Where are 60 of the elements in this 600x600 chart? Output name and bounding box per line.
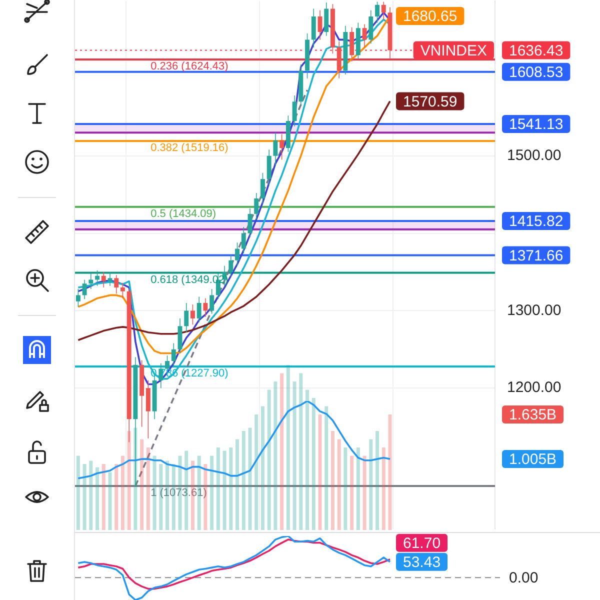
- bar: [114, 464, 118, 530]
- y-tick-label: 1200.00: [507, 379, 562, 396]
- bar: [82, 464, 86, 530]
- ref-line-label: 0.236 (1624.43): [150, 60, 228, 73]
- bar: [350, 456, 354, 530]
- bar: [229, 448, 233, 530]
- bar: [376, 431, 380, 530]
- bar: [108, 472, 112, 530]
- bar: [324, 406, 328, 530]
- y-tick-label: 1500.00: [507, 146, 562, 164]
- bar: [330, 431, 334, 530]
- bar: [280, 373, 284, 530]
- bar: [312, 398, 316, 530]
- bar: [337, 439, 341, 530]
- bar: [318, 414, 322, 530]
- y-tick-label: 1300.00: [507, 302, 562, 319]
- text: 1.635B: [509, 406, 557, 424]
- bar: [254, 414, 258, 530]
- bar: [299, 373, 303, 530]
- bar: [210, 456, 214, 530]
- ref-line-label: 0.382 (1519.16): [150, 142, 228, 154]
- bar: [248, 428, 252, 530]
- ref-line-label: 1415.82: [509, 213, 564, 230]
- candlestick: [108, 272, 112, 286]
- data-label: 1570.59: [403, 93, 458, 110]
- text: 1.005B: [509, 451, 557, 468]
- bar: [267, 390, 271, 530]
- bar: [274, 382, 278, 530]
- bar: [260, 406, 264, 530]
- ref-line-label: 0.5 (1434.09): [150, 208, 216, 220]
- candlestick: [88, 274, 94, 289]
- bar: [306, 390, 310, 530]
- bar: [362, 456, 366, 530]
- bar: [102, 464, 106, 530]
- bar: [96, 467, 100, 530]
- data-label: 61.70: [403, 534, 441, 552]
- bar: [120, 456, 124, 530]
- bar: [76, 456, 80, 530]
- bar: [292, 382, 296, 530]
- data-label: 1680.65: [403, 8, 458, 26]
- ref-line-label: VNINDEX: [420, 42, 488, 60]
- bar: [242, 431, 246, 530]
- ref-line-label: 1541.13: [509, 116, 564, 134]
- ref-line-label: 1371.66: [509, 247, 564, 264]
- bar: [382, 448, 386, 530]
- bar: [388, 414, 392, 530]
- bar: [344, 448, 348, 530]
- bar: [286, 365, 290, 530]
- bar: [236, 439, 240, 530]
- text: 1636.43: [509, 42, 564, 60]
- bar: [146, 448, 150, 530]
- bar: [222, 450, 226, 530]
- bar: [369, 439, 373, 530]
- bar: [356, 448, 360, 530]
- ref-line-label: 0.00: [509, 570, 538, 587]
- bar: [140, 439, 144, 530]
- ref-line-label: 1608.53: [509, 64, 564, 81]
- data-label: 53.43: [403, 554, 441, 571]
- bar: [89, 460, 93, 530]
- bar: [216, 448, 220, 530]
